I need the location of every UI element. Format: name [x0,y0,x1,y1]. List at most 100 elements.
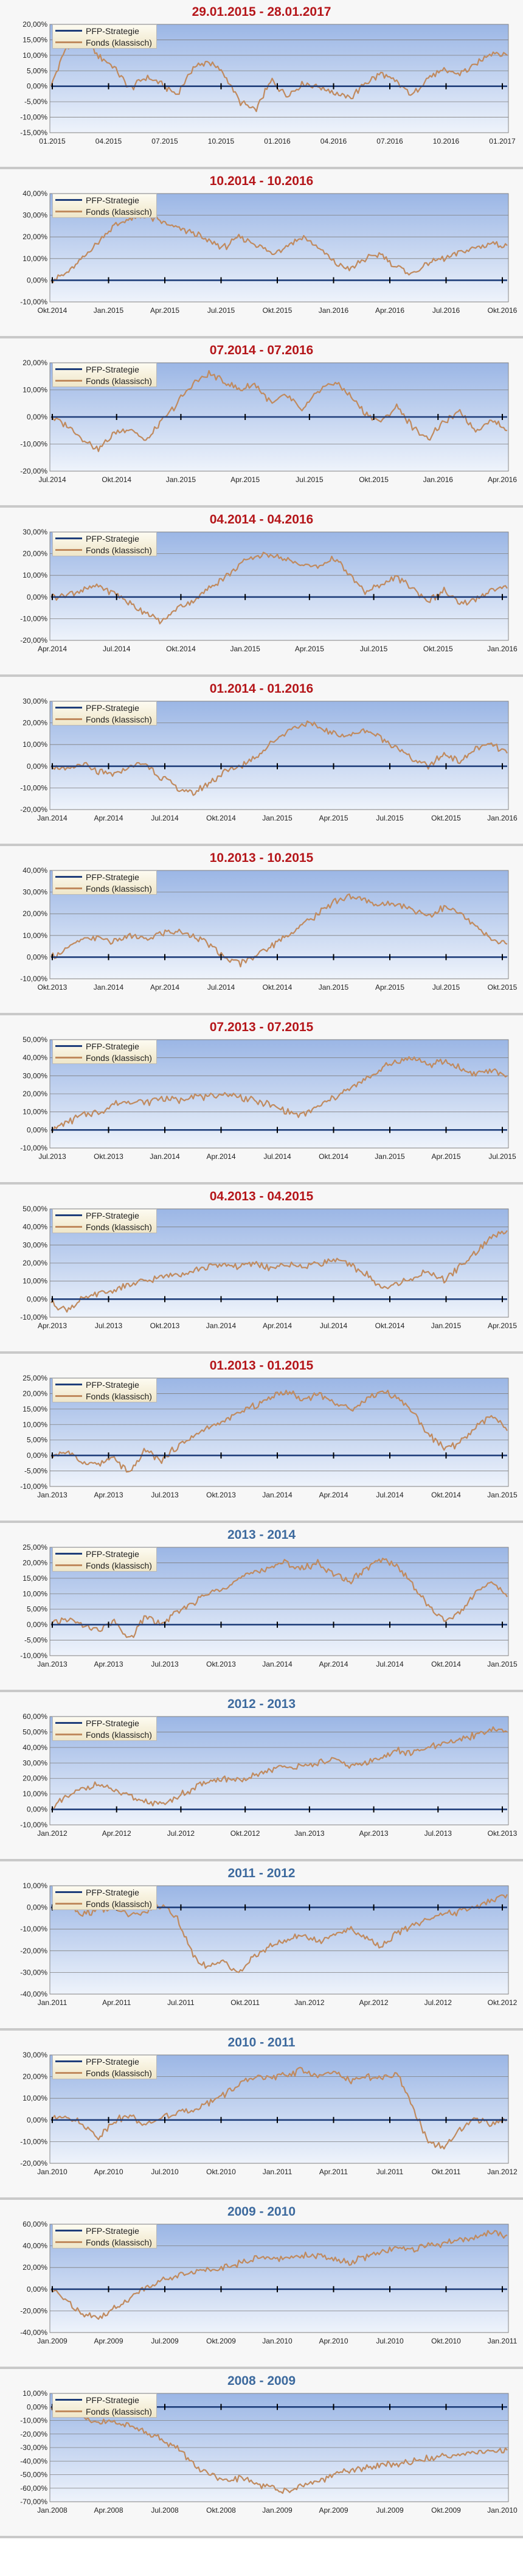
legend-item-fonds: Fonds (klassisch) [53,37,156,48]
legend-label: Fonds (klassisch) [86,545,152,555]
legend-label: PFP-Strategie [86,872,139,882]
y-tick-label: 20,00% [23,1090,47,1098]
y-tick-label: 40,00% [23,1743,47,1752]
y-tick-label: -10,00% [20,1651,47,1660]
legend-label: PFP-Strategie [86,1379,139,1390]
legend-item-fonds: Fonds (klassisch) [53,2406,156,2417]
legend-item-pfp: PFP-Strategie [53,1379,156,1390]
chart-panel: -10,00% 0,00% 10,00% 20,00% 30,00% 40,00% 50,0… [0,1692,523,1861]
x-tick-label: 04.2015 [95,137,122,145]
y-tick-label: 0,00% [27,276,47,284]
y-tick-label: 0,00% [27,82,47,91]
legend-item-fonds: Fonds (klassisch) [53,713,156,725]
legend-item-fonds: Fonds (klassisch) [53,1729,156,1740]
x-tick-label: 01.2016 [264,137,291,145]
chart-panel: -10,00% 0,00% 10,00% 20,00% 30,00% 40,00% Okt.… [0,846,523,1015]
y-tick-label: 0,00% [27,2116,47,2124]
legend: PFP-Strategie Fonds (klassisch) [52,1378,157,1402]
y-tick-label: -20,00% [20,467,47,475]
y-tick-label: 20,00% [23,233,47,241]
x-tick-label: Okt.2014 [431,1491,461,1499]
chart-panel: -20,00% -10,00% 0,00% 10,00% 20,00% Jul.2014 O… [0,338,523,508]
x-tick-label: 07.2016 [376,137,403,145]
x-tick-label: Jan.2015 [230,645,260,653]
y-tick-label: -10,00% [20,113,47,122]
chart-svg: -10,00% 0,00% 10,00% 20,00% 30,00% 40,00% Okt.… [20,866,518,992]
legend-item-pfp: PFP-Strategie [53,363,156,375]
x-tick-label: Okt.2014 [102,475,131,484]
legend: PFP-Strategie Fonds (klassisch) [52,2224,157,2249]
legend-label: PFP-Strategie [86,1887,139,1897]
x-tick-label: Okt.2014 [38,306,68,315]
y-tick-label: -10,00% [20,1925,47,1933]
legend-item-pfp: PFP-Strategie [53,1209,156,1221]
legend: PFP-Strategie Fonds (klassisch) [52,2393,157,2418]
x-tick-label: Jul.2015 [432,983,460,992]
legend-swatch [55,876,82,878]
legend-swatch [55,2060,82,2062]
x-tick-label: Apr.2015 [319,814,348,822]
x-tick-label: Okt.2008 [206,2506,236,2515]
legend-swatch [55,1214,82,1216]
chart-title: 01.2014 - 01.2016 [209,682,314,696]
y-tick-label: 10,00% [23,740,47,749]
legend-swatch [55,30,82,32]
x-tick-label: Jan.2011 [488,2337,518,2345]
x-tick-label: Jul.2011 [376,2168,404,2176]
x-tick-label: Okt.2015 [488,983,518,992]
x-tick-label: Apr.2015 [375,983,404,992]
chart-title: 07.2013 - 07.2015 [209,1020,314,1034]
x-tick-label: Okt.2010 [206,2168,236,2176]
x-tick-label: 01.2017 [489,137,516,145]
legend-label: Fonds (klassisch) [86,1729,152,1740]
x-tick-label: Jul.2014 [263,1152,291,1161]
x-tick-label: Apr.2015 [488,1321,517,1330]
x-tick-label: Jan.2014 [206,1321,237,1330]
x-tick-label: Jan.2015 [487,1660,518,1668]
x-tick-label: Apr.2011 [102,1998,131,2007]
y-tick-label: 5,00% [27,66,47,75]
legend-swatch [55,549,82,551]
y-tick-label: -20,00% [20,805,47,814]
legend-label: Fonds (klassisch) [86,1899,152,1909]
x-tick-label: Jan.2013 [37,1660,68,1668]
x-tick-label: Apr.2010 [94,2168,123,2176]
y-tick-label: -5,00% [24,1636,47,1645]
y-tick-label: 40,00% [23,866,47,875]
y-tick-label: 5,00% [27,1436,47,1444]
legend-swatch [55,1722,82,1724]
y-tick-label: 10,00% [23,1108,47,1116]
legend-item-fonds: Fonds (klassisch) [53,1390,156,1402]
chart-panel: -20,00% -10,00% 0,00% 10,00% 20,00% 30,00% Jan… [0,677,523,846]
chart-title: 2012 - 2013 [227,1697,296,1711]
x-tick-label: Jul.2012 [424,1998,452,2007]
x-tick-label: Jan.2009 [37,2337,68,2345]
series-line-fonds [50,1726,508,1810]
chart-title: 07.2014 - 07.2016 [209,343,314,357]
chart-title: 2009 - 2010 [227,2205,296,2219]
legend: PFP-Strategie Fonds (klassisch) [52,1717,157,1741]
x-tick-label: Jul.2014 [38,475,66,484]
y-tick-label: -10,00% [20,1482,47,1491]
x-tick-label: Okt.2013 [206,1660,236,1668]
y-tick-label: -10,00% [20,2137,47,2146]
y-tick-label: -10,00% [20,975,47,983]
legend-item-pfp: PFP-Strategie [53,2225,156,2236]
y-tick-label: 0,00% [27,953,47,961]
legend: PFP-Strategie Fonds (klassisch) [52,532,157,556]
y-tick-label: -10,00% [20,614,47,623]
y-tick-label: 60,00% [23,1712,47,1721]
chart-title: 29.01.2015 - 28.01.2017 [192,5,331,19]
x-tick-label: Okt.2014 [166,645,196,653]
x-tick-label: Jan.2016 [319,306,349,315]
x-tick-label: Apr.2016 [488,475,517,484]
y-tick-label: -20,00% [20,2159,47,2168]
series-line-fonds [50,720,508,796]
chart-panel: -70,00% -60,00% -50,00% -40,00% -30,00% -20,0… [0,2369,523,2538]
chart-title: 2011 - 2012 [227,1866,296,1880]
legend-swatch [55,2410,82,2412]
y-tick-label: 30,00% [23,528,47,536]
x-tick-label: Okt.2016 [488,306,518,315]
y-tick-label: 25,00% [23,1374,47,1382]
y-tick-label: 30,00% [23,888,47,897]
